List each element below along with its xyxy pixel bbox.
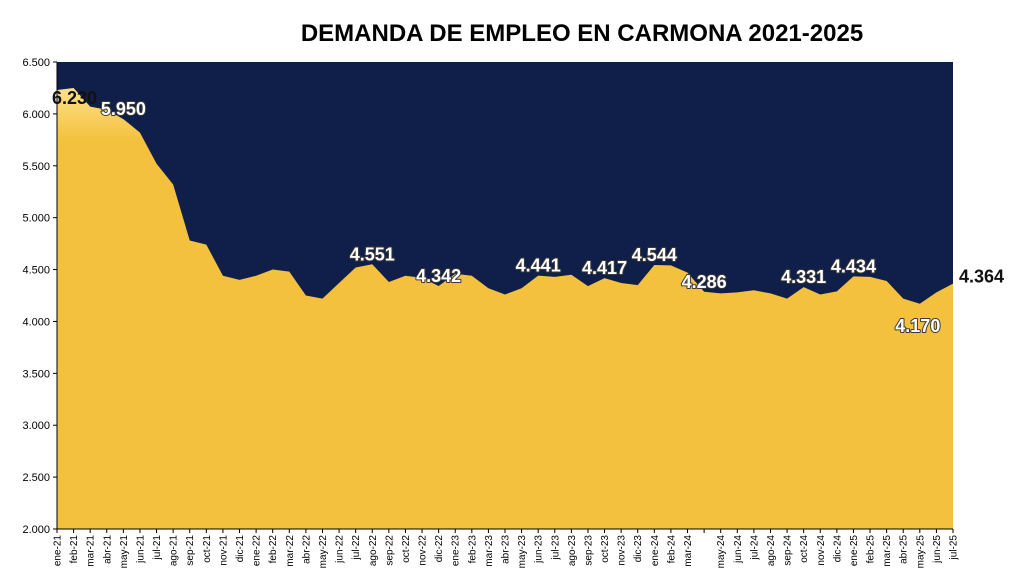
y-tick-label: 2.000 bbox=[22, 524, 50, 536]
x-tick-label: feb-25 bbox=[866, 535, 877, 564]
x-tick-label: dic-22 bbox=[434, 535, 445, 563]
data-label: 4.286 bbox=[682, 272, 727, 292]
x-tick-label: sep-23 bbox=[583, 535, 594, 566]
data-label: 5.950 bbox=[101, 99, 146, 119]
x-tick-label: ene-23 bbox=[451, 535, 462, 567]
x-tick-label: jul-23 bbox=[550, 535, 561, 561]
data-label: 4.170 bbox=[895, 316, 940, 336]
y-tick-label: 4.500 bbox=[22, 265, 50, 277]
y-tick-label: 5.500 bbox=[22, 161, 50, 173]
x-tick-label: oct-21 bbox=[202, 535, 213, 563]
data-label: 6.230 bbox=[52, 88, 97, 108]
x-tick-label: ago-24 bbox=[766, 535, 777, 567]
x-tick-label: mar-21 bbox=[86, 535, 97, 567]
y-tick-label: 4.000 bbox=[22, 316, 50, 328]
x-tick-label: feb-22 bbox=[268, 535, 279, 564]
x-tick-label: jun-23 bbox=[534, 535, 545, 564]
x-tick-label: ago-22 bbox=[368, 535, 379, 567]
y-tick-label: 6.000 bbox=[22, 109, 50, 121]
x-tick-label: nov-21 bbox=[218, 535, 229, 566]
data-label: 4.342 bbox=[416, 266, 461, 286]
x-tick-label: nov-24 bbox=[816, 535, 827, 566]
data-label: 4.441 bbox=[516, 256, 561, 276]
x-tick-label: may-23 bbox=[517, 535, 528, 569]
x-tick-label: oct-22 bbox=[401, 535, 412, 563]
y-axis: 2.000 2.500 3.000 3.500 4.000 4.500 5.000 5.500… bbox=[22, 57, 57, 536]
x-tick-label: mar-22 bbox=[285, 535, 296, 567]
x-tick-label: dic-24 bbox=[832, 535, 843, 563]
y-tick-label: 3.000 bbox=[22, 420, 50, 432]
x-tick-label: dic-23 bbox=[633, 535, 644, 563]
x-tick-label: jul-24 bbox=[749, 535, 760, 561]
x-tick-label: may-22 bbox=[318, 535, 329, 569]
x-tick-label: nov-23 bbox=[617, 535, 628, 566]
x-tick-label: abr-23 bbox=[501, 535, 512, 564]
x-tick-label: ene-21 bbox=[53, 535, 64, 567]
x-tick-label: ene-25 bbox=[849, 535, 860, 567]
x-tick-label: feb-21 bbox=[69, 535, 80, 564]
x-tick-label: nov-22 bbox=[418, 535, 429, 566]
x-tick-label: jul-22 bbox=[351, 535, 362, 561]
x-tick-label: jun-22 bbox=[335, 535, 346, 564]
x-tick-label: jun-25 bbox=[932, 535, 943, 564]
x-tick-label: ene-24 bbox=[650, 535, 661, 567]
x-tick-label: mar-23 bbox=[484, 535, 495, 567]
x-tick-label: dic-21 bbox=[235, 535, 246, 563]
x-tick-label: sep-24 bbox=[783, 535, 794, 566]
x-tick-label: abr-25 bbox=[899, 535, 910, 564]
x-tick-label: jun-24 bbox=[733, 535, 744, 564]
data-label: 4.551 bbox=[350, 244, 395, 264]
data-label: 4.544 bbox=[632, 245, 677, 265]
x-tick-label: sep-22 bbox=[384, 535, 395, 566]
data-label: 4.434 bbox=[831, 256, 876, 276]
x-tick-label: ago-23 bbox=[567, 535, 578, 567]
x-tick-label: jul-21 bbox=[152, 535, 163, 561]
x-tick-label: sep-21 bbox=[185, 535, 196, 566]
x-tick-label: oct-23 bbox=[600, 535, 611, 563]
x-tick-label: jun-21 bbox=[135, 535, 146, 564]
x-tick-label: ago-21 bbox=[169, 535, 180, 567]
x-tick-label: oct-24 bbox=[799, 535, 810, 563]
x-tick-label: feb-23 bbox=[467, 535, 478, 564]
x-tick-label: abr-21 bbox=[102, 535, 113, 564]
data-label: 4.331 bbox=[781, 267, 826, 287]
y-tick-label: 6.500 bbox=[22, 57, 50, 69]
x-tick-label: may-21 bbox=[119, 535, 130, 569]
y-tick-label: 5.000 bbox=[22, 213, 50, 225]
x-tick-label: may-24 bbox=[716, 535, 727, 569]
x-tick-label: feb-24 bbox=[666, 535, 677, 564]
chart-title: DEMANDA DE EMPLEO EN CARMONA 2021-2025 bbox=[301, 20, 863, 47]
data-label: 4.364 bbox=[959, 267, 1004, 287]
data-label: 4.417 bbox=[582, 258, 627, 278]
demand-area-series bbox=[57, 87, 953, 529]
x-tick-label: mar-25 bbox=[882, 535, 893, 567]
y-tick-label: 3.500 bbox=[22, 368, 50, 380]
x-tick-label: ene-22 bbox=[252, 535, 263, 567]
x-tick-label: mar-24 bbox=[683, 535, 694, 567]
x-tick-label: jul-25 bbox=[949, 535, 960, 561]
y-tick-label: 2.500 bbox=[22, 472, 50, 484]
x-tick-label: abr-22 bbox=[301, 535, 312, 564]
x-tick-label: may-25 bbox=[915, 535, 926, 569]
x-axis: ene-21 feb-21 mar-21 abr-21 may-21 jun-21 jul-… bbox=[53, 529, 960, 568]
